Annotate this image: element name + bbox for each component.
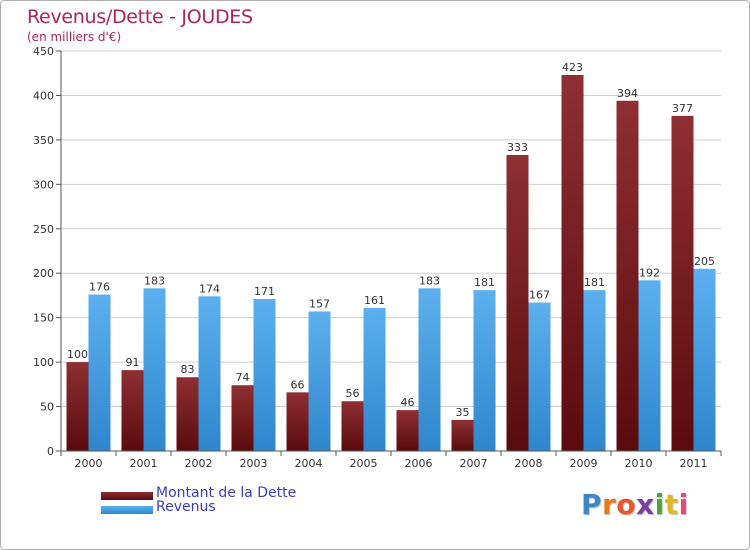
y-tick-label: 50: [40, 401, 54, 414]
bar-revenus: [363, 307, 386, 451]
bar-revenus: [528, 302, 551, 451]
logo-letter: i: [654, 488, 665, 521]
y-tick-label: 0: [47, 445, 54, 458]
data-label-revenus: 192: [639, 266, 660, 279]
x-tick-label: 2009: [570, 457, 598, 470]
bar-revenus: [473, 290, 496, 451]
legend-swatch-revenus: [101, 506, 153, 514]
bar-dette: [176, 377, 199, 451]
data-label-dette: 394: [617, 87, 638, 100]
data-label-revenus: 174: [199, 282, 220, 295]
x-tick-label: 2010: [625, 457, 653, 470]
data-label-dette: 377: [672, 102, 693, 115]
bar-dette: [451, 419, 474, 451]
data-label-dette: 66: [291, 378, 305, 391]
x-tick-label: 2008: [515, 457, 543, 470]
proxiti-logo: Proxiti: [581, 488, 689, 521]
bar-dette: [231, 385, 254, 451]
data-label-revenus: 183: [419, 274, 440, 287]
data-label-dette: 56: [346, 387, 360, 400]
bar-revenus: [143, 288, 166, 451]
data-label-revenus: 157: [309, 297, 330, 310]
data-label-dette: 423: [562, 61, 583, 74]
bar-revenus: [198, 296, 221, 451]
bar-dette: [121, 370, 144, 451]
data-label-revenus: 167: [529, 289, 550, 302]
x-tick-label: 2006: [405, 457, 433, 470]
bar-revenus: [418, 288, 441, 451]
data-label-revenus: 171: [254, 285, 275, 298]
bar-revenus: [308, 311, 331, 451]
x-tick-label: 2001: [130, 457, 158, 470]
bar-dette: [66, 362, 89, 451]
legend-label-revenus: Revenus: [156, 499, 216, 515]
bar-revenus: [253, 299, 276, 451]
data-label-dette: 91: [126, 356, 140, 369]
y-tick-label: 450: [33, 45, 54, 58]
data-label-dette: 100: [67, 348, 88, 361]
logo-letter: x: [636, 488, 655, 521]
x-tick-label: 2000: [75, 457, 103, 470]
y-tick-label: 150: [33, 312, 54, 325]
chart-title: Revenus/Dette - JOUDES: [27, 6, 253, 28]
bar-dette: [341, 401, 364, 451]
logo-letter: P: [581, 488, 603, 521]
y-tick-label: 300: [33, 178, 54, 191]
data-label-dette: 333: [507, 141, 528, 154]
bar-dette: [561, 75, 584, 451]
x-tick-label: 2007: [460, 457, 488, 470]
x-tick-label: 2003: [240, 457, 268, 470]
logo-letter: t: [664, 488, 679, 521]
bar-revenus: [693, 268, 716, 451]
data-label-revenus: 181: [474, 276, 495, 289]
bar-dette: [671, 115, 694, 451]
y-tick-label: 100: [33, 356, 54, 369]
bar-revenus: [583, 290, 606, 451]
data-label-dette: 74: [236, 371, 250, 384]
bar-revenus: [638, 280, 661, 451]
data-label-revenus: 161: [364, 294, 385, 307]
x-tick-label: 2005: [350, 457, 378, 470]
data-label-dette: 46: [401, 396, 415, 409]
logo-letter: o: [616, 488, 637, 521]
data-label-dette: 83: [181, 363, 195, 376]
bar-revenus: [88, 294, 111, 451]
bar-dette: [506, 155, 529, 451]
y-tick-label: 250: [33, 223, 54, 236]
data-label-revenus: 183: [144, 274, 165, 287]
bar-dette: [616, 100, 639, 452]
data-label-revenus: 176: [89, 281, 110, 294]
y-tick-label: 200: [33, 267, 54, 280]
logo-letter: i: [678, 488, 689, 521]
chart-subtitle: (en milliers d'€): [27, 30, 122, 44]
legend-swatch-dette: [101, 492, 153, 500]
y-tick-label: 350: [33, 134, 54, 147]
data-label-revenus: 205: [694, 255, 715, 268]
bar-dette: [396, 410, 419, 451]
legend-label-dette: Montant de la Dette: [156, 485, 297, 501]
data-label-revenus: 181: [584, 276, 605, 289]
bar-dette: [286, 392, 309, 451]
logo-letter: r: [602, 488, 617, 521]
y-tick-label: 400: [33, 89, 54, 102]
x-tick-label: 2004: [295, 457, 323, 470]
data-label-dette: 35: [456, 406, 470, 419]
x-tick-label: 2002: [185, 457, 213, 470]
x-tick-label: 2011: [680, 457, 708, 470]
